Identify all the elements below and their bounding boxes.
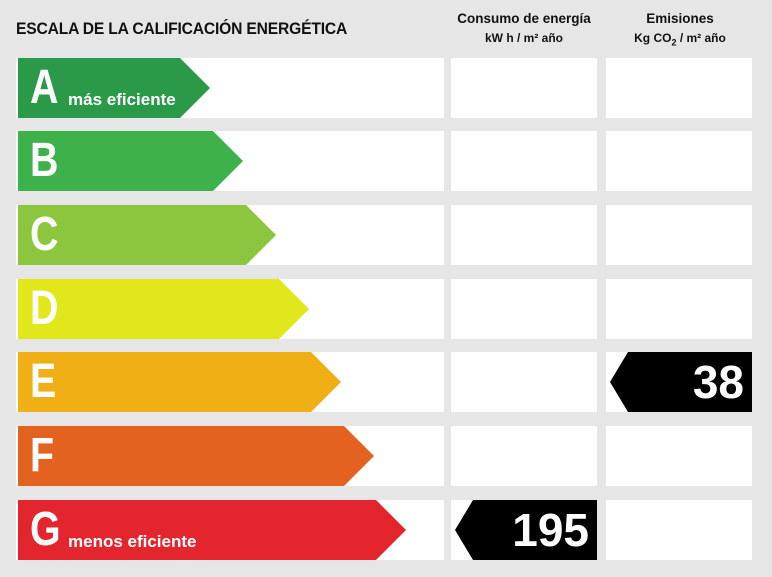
rating-band-cell: B (16, 131, 444, 191)
rating-row-f: F (16, 426, 756, 486)
rating-arrow-b: B (18, 131, 243, 191)
emissions-header-unit: Kg CO2 / m² año (634, 31, 726, 48)
consumption-cell (451, 131, 597, 191)
consumption-indicator: 195 (455, 500, 597, 560)
rating-letter: A (30, 61, 59, 114)
emissions-cell (606, 500, 752, 560)
rating-arrow-c: C (18, 205, 276, 265)
rating-band-cell: F (16, 426, 444, 486)
rating-band-cell: C (16, 205, 444, 265)
rating-row-c: C (16, 205, 756, 265)
emissions-cell (606, 205, 752, 265)
consumption-value: 195 (512, 504, 589, 556)
rating-row-d: D (16, 279, 756, 339)
emissions-indicator: 38 (610, 352, 752, 412)
rating-letter: C (30, 208, 59, 261)
emissions-cell (606, 58, 752, 118)
rating-letter: D (30, 282, 59, 335)
rating-row-b: B (16, 131, 756, 191)
rating-arrow-e: E (18, 352, 341, 412)
consumption-cell (451, 58, 597, 118)
emissions-cell (606, 279, 752, 339)
rating-letter: E (30, 355, 57, 408)
emissions-cell (606, 426, 752, 486)
rating-band-cell: D (16, 279, 444, 339)
rating-sublabel: menos eficiente (68, 532, 197, 551)
consumption-cell (451, 205, 597, 265)
emissions-cell: 38 (606, 352, 752, 412)
consumption-header-title: Consumo de energía (457, 11, 591, 26)
consumption-cell (451, 426, 597, 486)
rating-row-e: E 38 (16, 352, 756, 412)
rating-sublabel: más eficiente (68, 90, 176, 109)
consumption-cell: 195 (451, 500, 597, 560)
emissions-cell (606, 131, 752, 191)
consumption-header-unit: kW h / m² año (485, 31, 563, 45)
emissions-header-title: Emisiones (646, 11, 714, 26)
rating-letter: G (30, 503, 61, 556)
consumption-cell (451, 279, 597, 339)
page-title: ESCALA DE LA CALIFICACIÓN ENERGÉTICA (16, 19, 348, 38)
emissions-column-header: Emisiones Kg CO2 / m² año (605, 10, 755, 52)
rating-arrow-f: F (18, 426, 374, 486)
rating-letter: B (30, 134, 59, 187)
consumption-column-header: Consumo de energía kW h / m² año (449, 10, 599, 48)
rating-letter: F (30, 429, 55, 482)
rating-arrow-d: D (18, 279, 309, 339)
emissions-value: 38 (692, 356, 744, 408)
rating-band-cell: E (16, 352, 444, 412)
consumption-cell (451, 352, 597, 412)
